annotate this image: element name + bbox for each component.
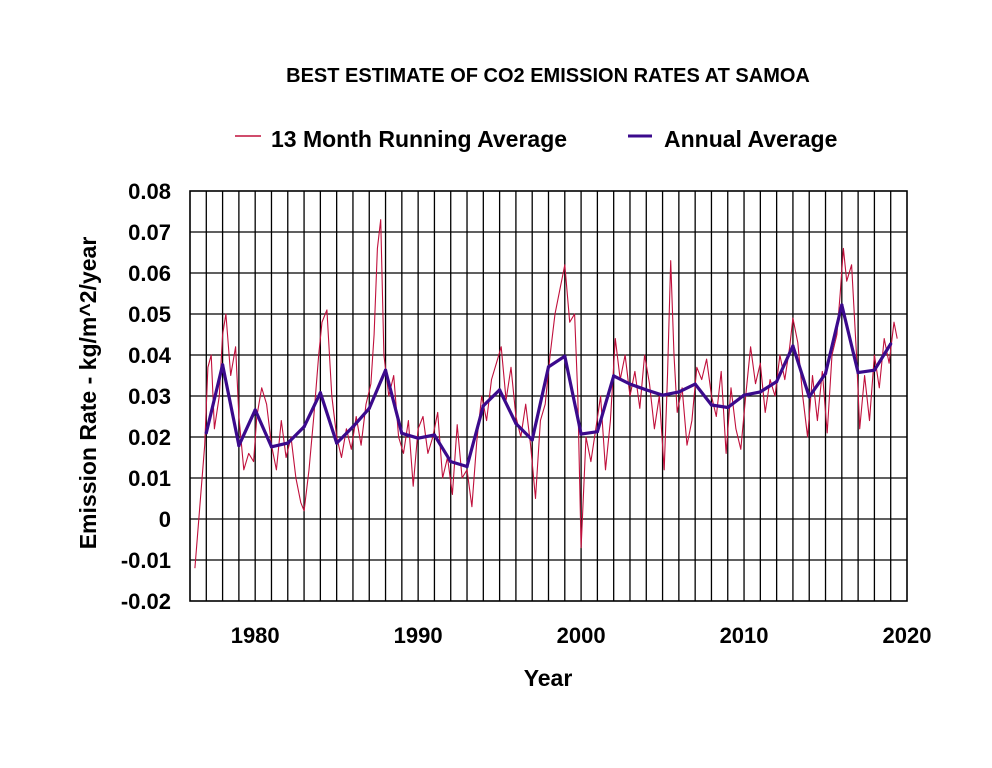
annual-average-point — [742, 393, 746, 397]
x-axis-label: Year — [524, 665, 573, 691]
chart-title: BEST ESTIMATE OF CO2 EMISSION RATES AT S… — [286, 65, 810, 87]
y-axis-label: Emission Rate - kg/m^2/year — [75, 237, 101, 550]
plot-area — [194, 219, 898, 569]
annual-average-point — [318, 391, 322, 395]
legend-label-running-average: 13 Month Running Average — [271, 126, 567, 152]
annual-average-point — [237, 444, 241, 448]
x-tick-label: 2000 — [557, 623, 606, 648]
x-tick-label: 2020 — [883, 623, 932, 648]
annual-average-point — [481, 404, 485, 408]
annual-average-point — [563, 354, 567, 358]
annual-average-point — [823, 371, 828, 376]
y-tick-label: 0.03 — [128, 384, 171, 409]
y-tick-label: 0.08 — [128, 179, 171, 204]
legend-label-annual-average: Annual Average — [664, 126, 837, 152]
y-tick-label: 0.06 — [128, 261, 171, 286]
annual-average-point — [807, 395, 811, 399]
legend: 13 Month Running Average Annual Average — [235, 126, 837, 152]
annual-average-point — [758, 390, 762, 394]
annual-average-point — [856, 371, 860, 375]
y-tick-label: 0.05 — [128, 302, 171, 327]
annual-average-point — [677, 390, 681, 394]
annual-average-point — [367, 406, 371, 410]
annual-average-point — [546, 365, 551, 369]
annual-average-point — [872, 368, 877, 372]
annual-average-point — [400, 431, 404, 435]
annual-average-point — [204, 431, 208, 435]
annual-average-point — [383, 368, 388, 372]
annual-average-point — [595, 430, 599, 434]
series-line-running-average — [194, 219, 898, 569]
annual-average-point — [628, 382, 632, 386]
annual-average-point — [791, 344, 795, 348]
annual-average-point — [612, 374, 616, 378]
y-tick-label: -0.02 — [121, 589, 171, 614]
annual-average-point — [351, 425, 355, 429]
annual-average-point — [416, 436, 420, 440]
y-tick-label: 0.07 — [128, 220, 171, 245]
annual-average-point — [498, 388, 502, 392]
x-tick-label: 1990 — [394, 623, 443, 648]
y-axis-ticks: -0.02 -0.01 0 0.01 0.02 0.03 0.04 0.05 0.06 0.07 0… — [121, 179, 172, 614]
x-axis-ticks: 1980 1990 2000 2010 2020 — [231, 623, 932, 648]
annual-average-point — [302, 425, 306, 429]
annual-average-point — [693, 382, 697, 386]
annual-average-point — [220, 363, 225, 367]
annual-average-point — [514, 421, 518, 426]
annual-average-point — [465, 464, 469, 469]
annual-average-point — [889, 342, 893, 346]
y-tick-label: 0.02 — [128, 425, 171, 450]
annual-average-point — [660, 393, 665, 397]
annual-average-point — [644, 388, 648, 392]
annual-average-point — [335, 441, 339, 445]
annual-average-point — [840, 303, 844, 307]
annual-average-point — [286, 441, 290, 445]
annual-average-point — [432, 433, 437, 437]
annual-average-point — [775, 380, 779, 384]
y-tick-label: -0.01 — [121, 548, 171, 573]
plot-frame — [189, 190, 908, 602]
y-tick-label: 0.01 — [128, 466, 171, 491]
grid — [190, 191, 907, 601]
annual-average-point — [530, 438, 534, 442]
annual-average-point — [449, 460, 453, 464]
annual-average-point — [269, 445, 274, 449]
annual-average-point — [709, 403, 714, 407]
y-tick-label: 0 — [159, 507, 171, 532]
x-tick-label: 2010 — [720, 623, 769, 648]
annual-average-point — [253, 408, 257, 412]
annual-average-point — [579, 432, 583, 436]
x-tick-label: 1980 — [231, 623, 280, 648]
y-tick-label: 0.04 — [128, 343, 172, 368]
annual-average-point — [726, 405, 730, 410]
